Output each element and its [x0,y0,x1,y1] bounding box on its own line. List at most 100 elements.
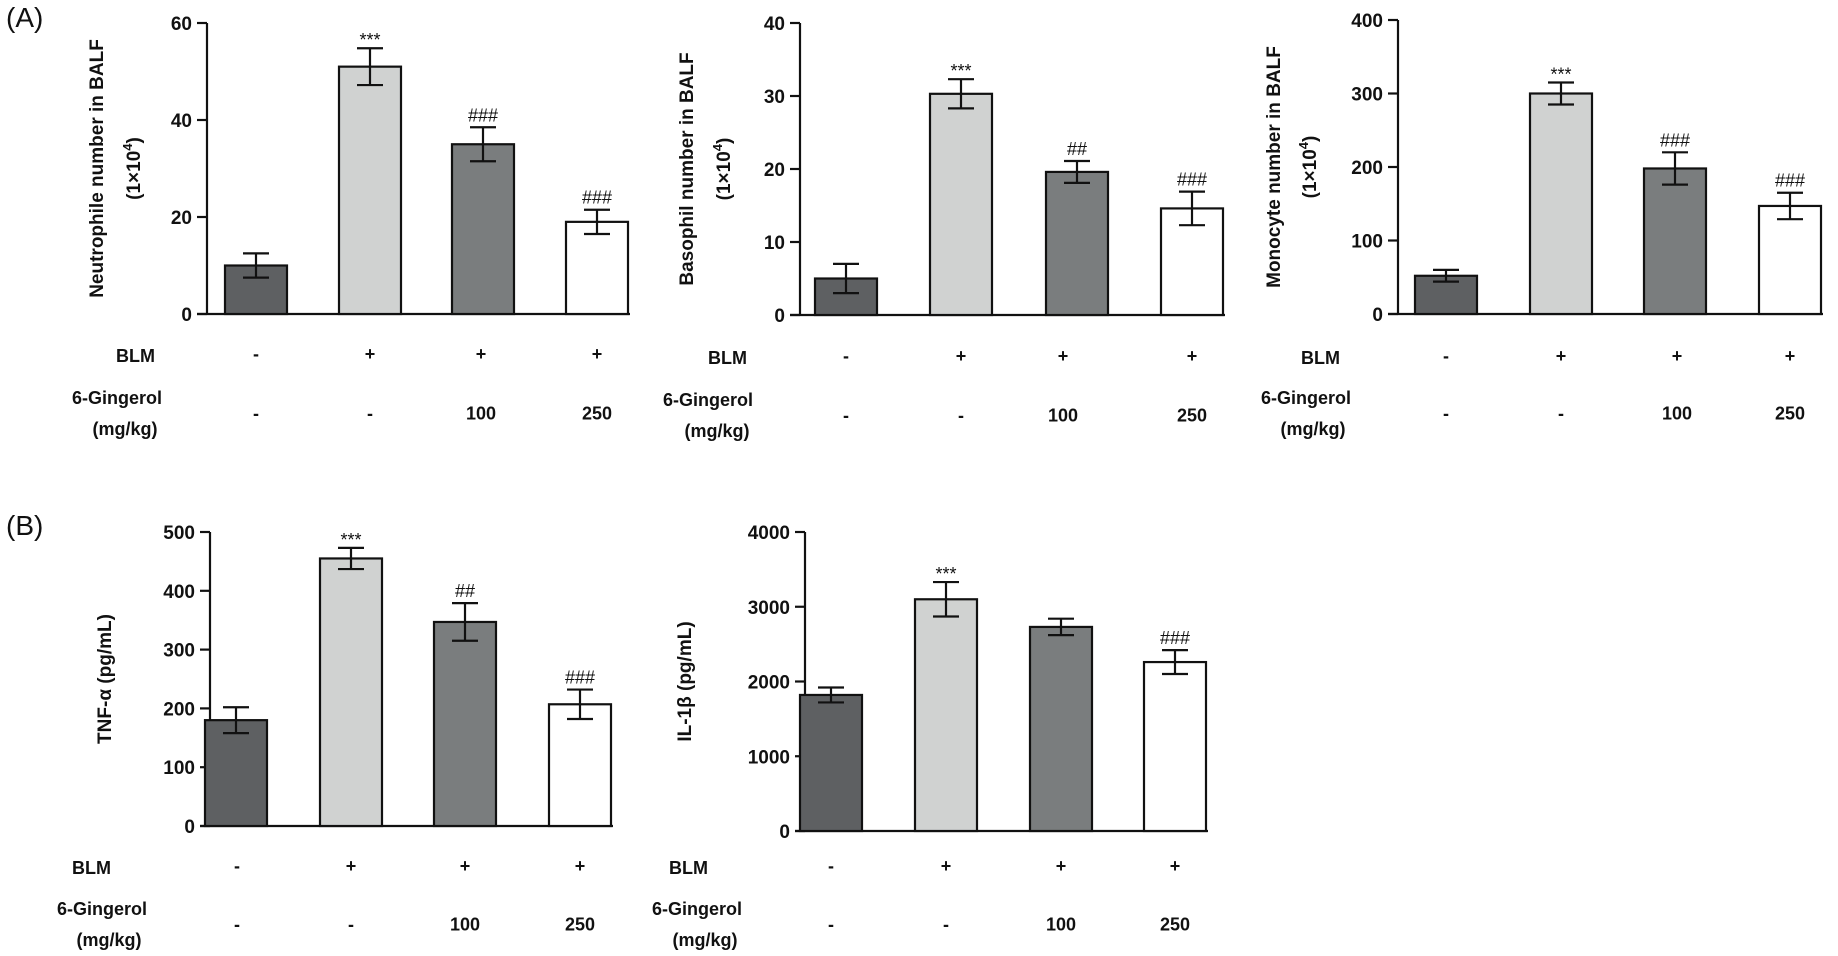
condition-label-blm: BLM [669,858,708,878]
condition-label-gingerol-unit: (mg/kg) [1281,419,1346,439]
significance-label: ## [1067,139,1087,159]
y-tick-label: 60 [171,14,192,35]
condition-value-blm: + [575,856,586,876]
significance-label: *** [935,564,956,584]
condition-value-blm: + [365,344,376,364]
condition-value-gingerol: 100 [1046,915,1076,935]
y-tick-label: 200 [163,699,195,720]
condition-label-gingerol: 6-Gingerol [57,899,147,919]
condition-value-gingerol: 100 [1662,404,1692,424]
y-tick-label: 500 [163,523,195,544]
condition-value-blm: + [1556,346,1567,366]
bar [1642,167,1708,316]
y-axis-unit-exponent: 4 [1296,141,1311,149]
y-axis-title: Neutrophile number in BALF [87,39,108,298]
y-tick-label: 0 [774,306,785,327]
significance-label: ### [1177,170,1207,190]
bar [564,220,630,316]
y-tick-label: 400 [1351,11,1383,32]
y-tick-label: 20 [171,208,192,229]
chart-5: 0 1000 2000 3000 4000 IL-1β (pg/mL) *** ### BLM -… [652,523,1208,950]
y-axis-unit-close: ) [124,137,145,143]
chart-2: 0 10 20 30 40 Basophil number in BALF (1×104) *… [663,14,1225,441]
bar [928,92,994,317]
condition-value-blm: + [346,856,357,876]
bar [1142,660,1208,833]
bar [450,143,516,316]
condition-value-gingerol: 100 [1048,406,1078,426]
bar [547,703,613,828]
chart-1: 0 20 40 60 Neutrophile number in BALF (1×104)… [72,14,630,439]
condition-label-blm: BLM [1301,348,1340,368]
y-tick-label: 0 [184,817,195,838]
significance-label: *** [950,61,971,81]
y-axis-unit: (1×104) [120,137,145,200]
condition-value-blm: + [1785,346,1796,366]
y-tick-label: 0 [181,305,192,326]
condition-label-gingerol-unit: (mg/kg) [93,419,158,439]
condition-value-blm: + [592,344,603,364]
y-tick-label: 3000 [748,598,790,619]
condition-value-gingerol: - [253,404,259,424]
condition-value-blm: + [460,856,471,876]
chart-3: 0 100 200 300 400 Monocyte number in BALF (1×1… [1261,11,1823,439]
condition-value-blm: + [1056,856,1067,876]
condition-label-gingerol: 6-Gingerol [652,899,742,919]
y-tick-label: 300 [1351,85,1383,106]
y-tick-label: 1000 [748,747,790,768]
condition-value-blm: + [956,346,967,366]
bar [798,693,864,833]
y-tick-label: 40 [764,14,785,35]
condition-value-gingerol: - [958,406,964,426]
bar [337,65,403,316]
y-tick-label: 30 [764,87,785,108]
condition-value-gingerol: 250 [1160,915,1190,935]
condition-label-gingerol-unit: (mg/kg) [77,930,142,950]
y-tick-label: 4000 [748,523,790,544]
condition-value-gingerol: - [1443,404,1449,424]
significance-label: ### [565,668,595,688]
condition-value-blm: + [1187,346,1198,366]
y-axis-unit: (1×104) [710,138,735,201]
significance-label: ## [455,581,475,601]
y-tick-label: 40 [171,111,192,132]
y-axis-unit-close: ) [714,138,735,144]
condition-value-blm: - [253,344,259,364]
condition-label-gingerol-unit: (mg/kg) [685,421,750,441]
condition-value-gingerol: - [828,915,834,935]
bar [1028,625,1094,833]
condition-value-gingerol: - [1558,404,1564,424]
condition-value-gingerol: - [943,915,949,935]
condition-value-blm: - [1443,346,1449,366]
y-axis-unit-close: ) [1300,136,1321,142]
y-tick-label: 10 [764,233,785,254]
condition-value-blm: + [941,856,952,876]
condition-value-blm: + [476,344,487,364]
significance-label: *** [359,30,380,50]
significance-label: ### [1775,171,1805,191]
condition-label-blm: BLM [72,858,111,878]
y-axis-title: Basophil number in BALF [677,52,698,285]
bar [1757,204,1823,316]
y-axis-unit-exponent: 4 [120,143,135,151]
bar [1528,92,1594,316]
condition-value-blm: - [234,856,240,876]
significance-label: *** [1550,64,1571,84]
bar [203,719,269,828]
y-axis-title: Monocyte number in BALF [1264,46,1285,288]
bar [913,598,979,833]
y-axis-unit-exponent: 4 [710,143,725,151]
y-tick-label: 100 [1351,232,1383,253]
y-tick-label: 20 [764,160,785,181]
significance-label: ### [1160,628,1190,648]
condition-value-gingerol: 250 [582,404,612,424]
condition-value-blm: - [828,856,834,876]
y-tick-label: 0 [779,822,790,843]
y-axis-unit: (1×104) [1296,136,1321,199]
y-axis-unit-base: (1×10 [1300,149,1321,198]
y-tick-label: 2000 [748,673,790,694]
condition-value-gingerol: - [843,406,849,426]
